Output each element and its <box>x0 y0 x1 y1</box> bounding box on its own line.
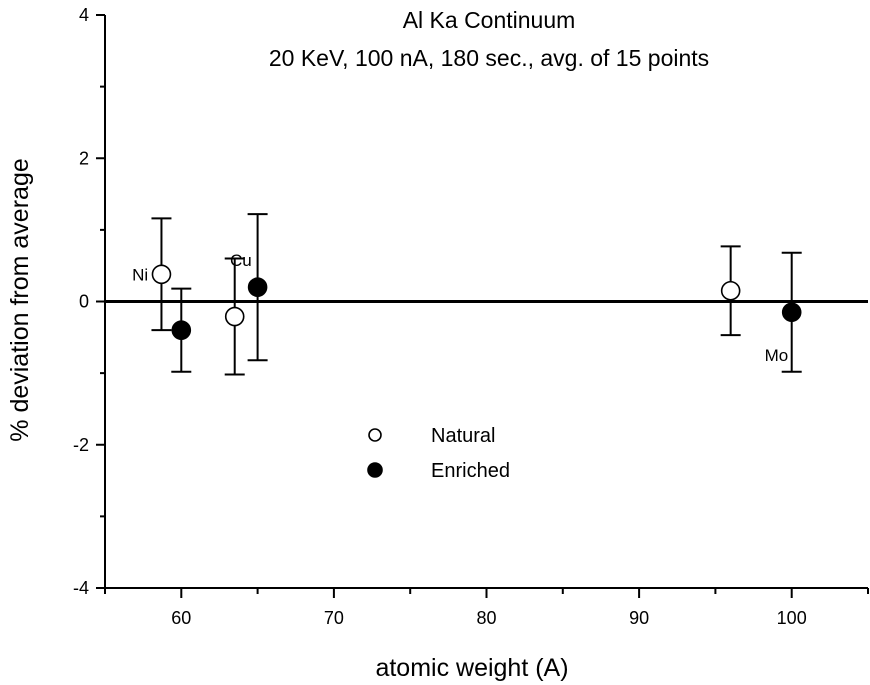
annotation-label: Cu <box>230 251 252 270</box>
y-tick-label: 2 <box>79 148 89 168</box>
y-axis-title: % deviation from average <box>6 158 34 441</box>
enriched-point <box>247 277 268 297</box>
enriched-point <box>171 320 192 340</box>
legend-marker <box>367 462 383 478</box>
enriched-point <box>781 302 802 323</box>
legend-label: Enriched <box>431 460 510 482</box>
y-tick-label: -4 <box>73 578 89 598</box>
y-tick-label: 4 <box>79 5 89 25</box>
y-tick-label: 0 <box>79 292 89 312</box>
legend-marker <box>368 428 382 442</box>
chart-title: Al Ka Continuum <box>403 7 576 33</box>
annotation-label: Mo <box>765 346 789 365</box>
natural-point <box>720 280 741 301</box>
y-tick-label: -2 <box>73 435 89 455</box>
x-tick-label: 70 <box>324 608 344 628</box>
data-marks: Ni Cu Mo <box>105 213 868 376</box>
legend-label: Natural <box>431 425 495 447</box>
legend: Natural Enriched <box>367 425 510 482</box>
chart-subtitle: 20 KeV, 100 nA, 180 sec., avg. of 15 poi… <box>269 45 709 71</box>
x-tick-label: 80 <box>476 608 496 628</box>
annotation-label: Ni <box>132 265 148 284</box>
axes: -4 -2 0 2 4 60 70 80 90 100 <box>73 5 869 628</box>
x-tick-label: 90 <box>629 608 649 628</box>
x-axis-title: atomic weight (A) <box>375 654 568 682</box>
x-tick-label: 60 <box>171 608 191 628</box>
x-tick-label: 100 <box>777 608 807 628</box>
natural-point <box>224 306 245 327</box>
natural-point <box>151 264 172 285</box>
